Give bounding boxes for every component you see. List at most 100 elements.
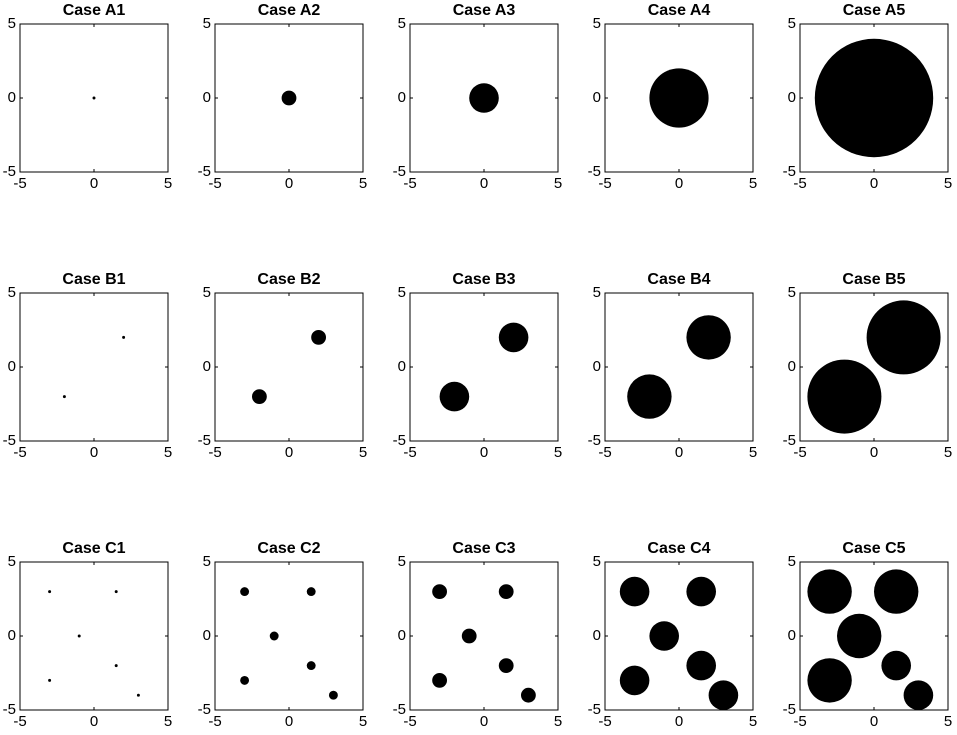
- marker: [306, 661, 316, 671]
- x-tick-label: 5: [944, 444, 952, 461]
- y-tick-label: 5: [8, 15, 16, 32]
- panel-title: Case B5: [842, 271, 905, 288]
- x-tick-label: 0: [675, 175, 683, 192]
- marker: [866, 300, 941, 375]
- marker: [498, 322, 529, 353]
- y-tick-label: 0: [593, 627, 601, 644]
- panel: Case B3 -5 0 5 -5 0 5: [393, 271, 563, 461]
- x-tick-label: 5: [749, 713, 757, 730]
- marker: [62, 395, 66, 399]
- marker: [521, 687, 536, 703]
- y-tick-label: -5: [3, 432, 16, 449]
- marker: [874, 569, 919, 614]
- marker: [814, 38, 934, 158]
- marker: [122, 335, 126, 339]
- x-tick-label: -5: [403, 175, 416, 192]
- marker: [708, 680, 739, 710]
- panel-title: Case C2: [257, 540, 320, 557]
- marker: [439, 381, 470, 412]
- marker: [686, 650, 716, 681]
- marker: [240, 675, 250, 685]
- x-tick-label: 0: [870, 444, 878, 461]
- x-tick-label: 5: [749, 175, 757, 192]
- x-tick-label: 0: [480, 444, 488, 461]
- marker: [469, 83, 499, 113]
- y-tick-label: 5: [398, 284, 406, 301]
- panel: Case B4 -5 0 5 -5 0 5: [588, 271, 758, 461]
- y-tick-label: -5: [3, 701, 16, 718]
- y-tick-label: 0: [8, 627, 16, 644]
- x-tick-label: 5: [554, 444, 562, 461]
- x-tick-label: 5: [554, 713, 562, 730]
- x-tick-label: 0: [90, 175, 98, 192]
- marker: [686, 576, 716, 607]
- x-tick-label: -5: [598, 713, 611, 730]
- x-tick-label: 5: [164, 713, 172, 730]
- x-tick-label: 0: [480, 713, 488, 730]
- y-tick-label: 0: [398, 627, 406, 644]
- x-tick-label: 0: [90, 713, 98, 730]
- panel: Case B5 -5 0 5 -5 0 5: [783, 271, 953, 461]
- y-tick-label: -5: [783, 163, 796, 180]
- y-tick-label: 5: [593, 284, 601, 301]
- marker: [306, 587, 316, 597]
- panel: Case A5 -5 0 5 -5 0 5: [783, 2, 953, 192]
- marker: [881, 650, 911, 681]
- panel-title: Case B3: [452, 271, 515, 288]
- marker: [837, 613, 882, 659]
- marker: [649, 621, 679, 651]
- x-tick-label: 0: [675, 713, 683, 730]
- panel-title: Case A2: [258, 2, 321, 19]
- x-tick-label: 0: [675, 444, 683, 461]
- y-tick-label: -5: [393, 163, 406, 180]
- y-tick-label: 0: [8, 89, 16, 106]
- axes-box: [19, 561, 169, 711]
- y-tick-label: 0: [203, 89, 211, 106]
- marker: [807, 569, 852, 614]
- x-tick-label: 0: [870, 175, 878, 192]
- marker: [269, 631, 279, 641]
- x-tick-label: 5: [944, 175, 952, 192]
- marker: [114, 590, 118, 594]
- y-tick-label: -5: [783, 701, 796, 718]
- x-tick-label: 5: [749, 444, 757, 461]
- y-tick-label: 5: [788, 15, 796, 32]
- x-tick-label: -5: [208, 175, 221, 192]
- x-tick-label: 0: [285, 713, 293, 730]
- x-tick-label: 0: [285, 175, 293, 192]
- marker: [48, 678, 52, 682]
- x-tick-label: -5: [13, 175, 26, 192]
- panel-title: Case A4: [648, 2, 711, 19]
- panel-title: Case C1: [62, 540, 125, 557]
- x-tick-label: 0: [285, 444, 293, 461]
- x-tick-label: -5: [598, 175, 611, 192]
- axes-box: [214, 561, 364, 711]
- marker: [328, 690, 338, 700]
- panel: Case C2 -5 0 5 -5 0 5: [198, 540, 368, 730]
- x-tick-label: 5: [554, 175, 562, 192]
- x-tick-label: -5: [208, 444, 221, 461]
- x-tick-label: 5: [359, 175, 367, 192]
- y-tick-label: 0: [203, 358, 211, 375]
- y-tick-label: -5: [198, 163, 211, 180]
- panel-title: Case B2: [257, 271, 320, 288]
- panel: Case B1 -5 0 5 -5 0 5: [3, 271, 173, 461]
- marker: [807, 658, 852, 703]
- panel: Case C3 -5 0 5 -5 0 5: [393, 540, 563, 730]
- panel-title: Case A1: [63, 2, 126, 19]
- y-tick-label: 0: [788, 627, 796, 644]
- marker: [311, 330, 326, 345]
- panel-title: Case C3: [452, 540, 515, 557]
- marker: [136, 693, 140, 697]
- panel: Case A1 -5 0 5 -5 0 5: [3, 2, 173, 192]
- axes-box: [409, 292, 559, 442]
- marker: [627, 374, 672, 419]
- y-tick-label: -5: [588, 163, 601, 180]
- marker: [619, 665, 650, 696]
- y-tick-label: 5: [8, 553, 16, 570]
- y-tick-label: 5: [788, 284, 796, 301]
- panel-title: Case C4: [647, 540, 710, 557]
- x-tick-label: -5: [793, 444, 806, 461]
